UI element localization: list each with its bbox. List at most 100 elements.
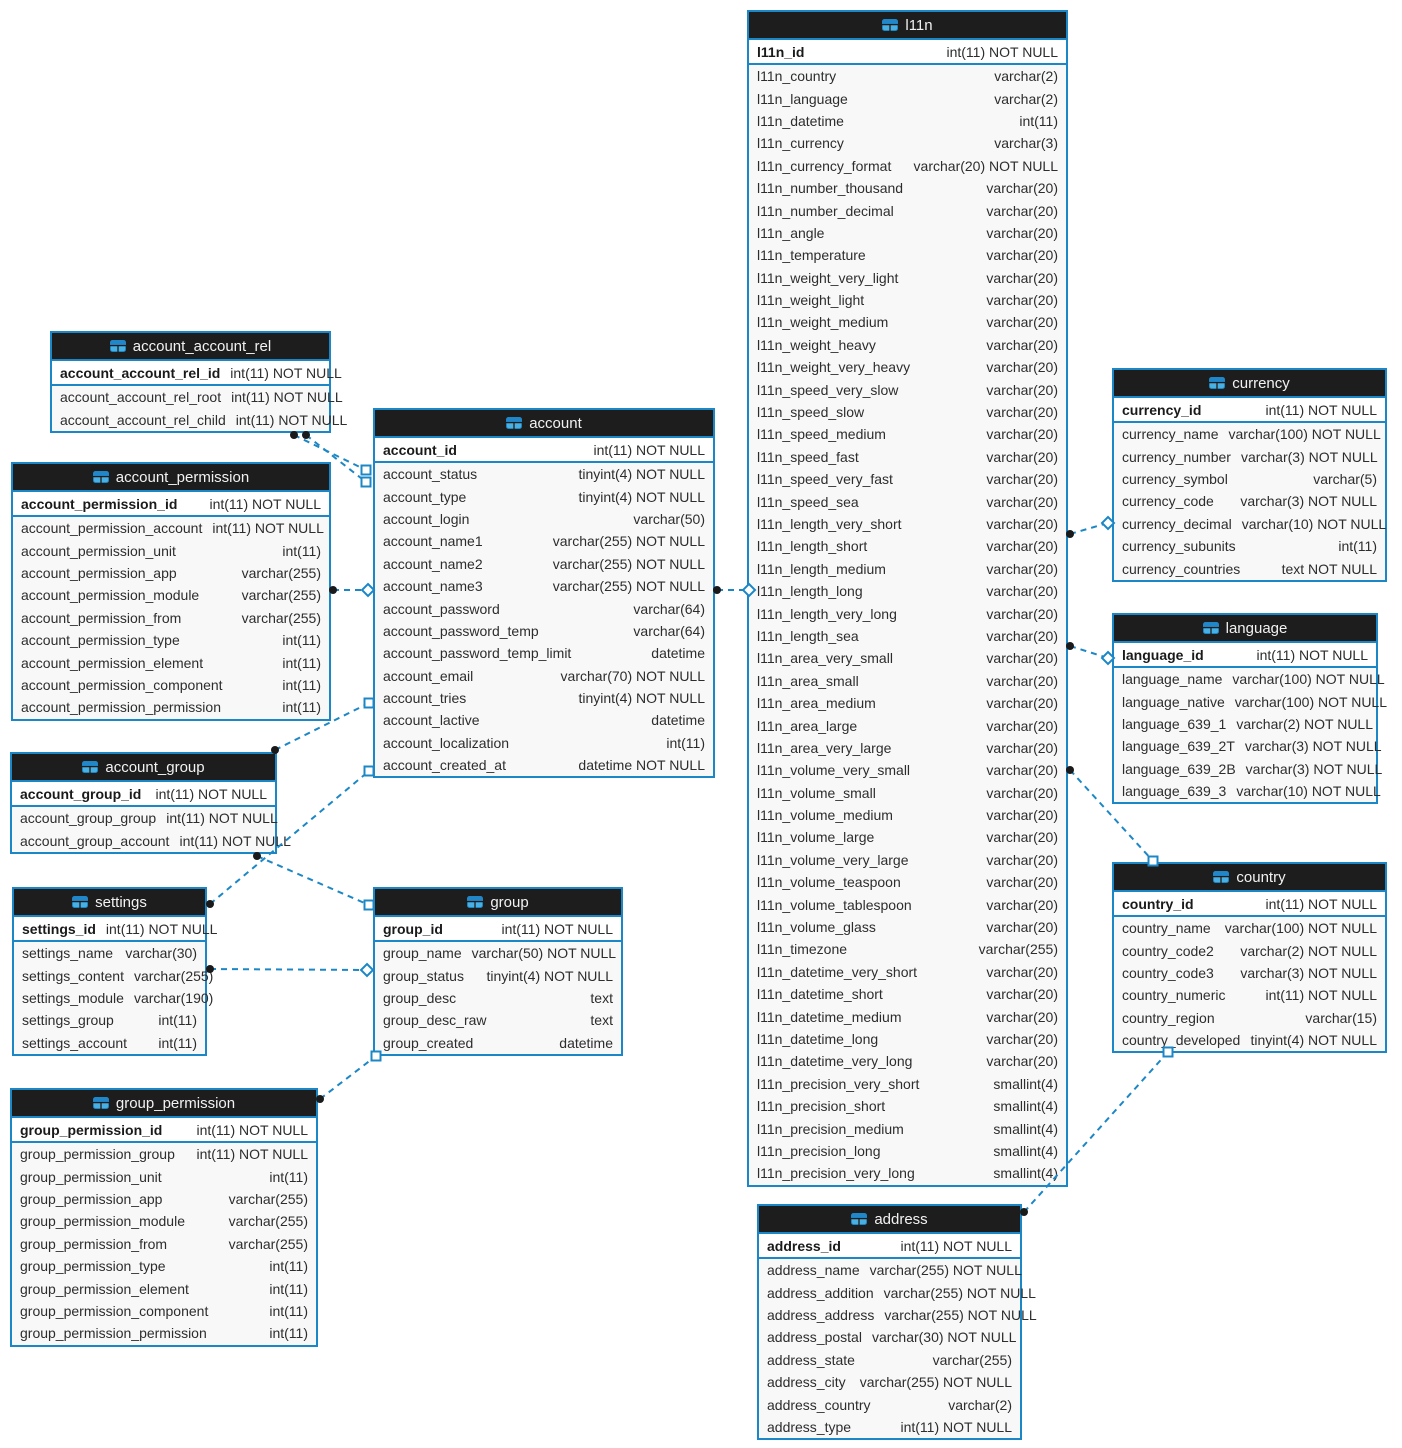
table-address[interactable]: address address_id int(11) NOT NULL address… — [757, 1204, 1037, 1441]
field-row: country_region varchar(15) — [1114, 1007, 1385, 1029]
table-header[interactable]: settings — [14, 889, 205, 917]
table-header[interactable]: language — [1114, 615, 1376, 643]
field-name: account_status — [383, 466, 478, 483]
field-row: settings_group int(11) — [14, 1009, 205, 1031]
field-type: varchar(255) — [241, 564, 321, 581]
field-name: address_postal — [767, 1329, 862, 1346]
table-header[interactable]: account — [375, 410, 713, 438]
field-row: l11n_datetime_medium varchar(20) — [749, 1005, 1066, 1027]
field-name: l11n_timezone — [757, 941, 848, 958]
table-header[interactable]: address — [759, 1206, 1020, 1234]
field-name: currency_id — [1122, 401, 1202, 418]
field-type: int(11) NOT NULL — [946, 43, 1058, 60]
field-name: group_permission_unit — [20, 1168, 162, 1185]
field-name: account_name1 — [383, 533, 483, 550]
table-header[interactable]: account_group — [12, 754, 275, 782]
field-type: varchar(64) — [633, 622, 705, 639]
relation-square-end — [360, 476, 372, 488]
field-type: varchar(255) — [241, 587, 321, 604]
field-name: currency_countries — [1122, 560, 1241, 577]
field-name: l11n_currency_format — [757, 157, 892, 174]
field-name: language_639_3 — [1122, 783, 1227, 800]
field-name: l11n_id — [757, 43, 805, 60]
table-group[interactable]: group group_id int(11) NOT NULL group_name v… — [373, 887, 623, 1056]
field-name: account_localization — [383, 734, 510, 751]
field-type: varchar(2) NOT NULL — [1240, 942, 1377, 959]
table-account_account_rel[interactable]: account_account_rel account_account_rel_i… — [50, 331, 347, 433]
table-header[interactable]: country — [1114, 864, 1385, 892]
field-name: l11n_weight_heavy — [757, 336, 876, 353]
field-name: language_id — [1122, 646, 1204, 663]
field-row: account_permission_app varchar(255) — [13, 562, 329, 584]
field-name: l11n_area_very_large — [757, 739, 892, 756]
field-type: varchar(20) — [986, 851, 1058, 868]
field-type: int(11) NOT NULL — [593, 441, 705, 458]
field-name: account_password — [383, 600, 500, 617]
field-type: datetime — [651, 712, 705, 729]
field-type: varchar(2) — [994, 90, 1058, 107]
table-title: account — [529, 414, 582, 432]
table-group_permission[interactable]: group_permission group_permission_id int(1… — [10, 1088, 318, 1347]
table-settings[interactable]: settings settings_id int(11) NOT NULL setti… — [12, 887, 217, 1056]
table-header[interactable]: account_account_rel — [52, 333, 329, 361]
field-name: settings_group — [22, 1012, 114, 1029]
field-row: l11n_area_large varchar(20) — [749, 714, 1066, 736]
field-type: varchar(255) — [133, 967, 214, 984]
field-name: l11n_speed_very_fast — [757, 471, 893, 488]
field-type: smallint(4) — [993, 1075, 1058, 1092]
relation-group_permission-to-group — [316, 1050, 382, 1103]
table-header[interactable]: group — [375, 889, 621, 917]
field-type: tinyint(4) NOT NULL — [578, 488, 705, 505]
field-type: varchar(30) NOT NULL — [871, 1329, 1017, 1346]
pk-row: group_id int(11) NOT NULL — [375, 917, 621, 942]
field-name: country_id — [1122, 895, 1194, 912]
pk-row: account_permission_id int(11) NOT NULL — [13, 492, 329, 517]
field-type: int(11) — [282, 699, 321, 716]
table-header[interactable]: currency — [1114, 370, 1385, 398]
field-type: varchar(20) — [986, 493, 1058, 510]
relation-dot-end — [206, 900, 214, 908]
field-row: l11n_length_sea varchar(20) — [749, 625, 1066, 647]
field-type: varchar(20) — [986, 471, 1058, 488]
field-row: l11n_country varchar(2) — [749, 65, 1066, 87]
field-row: group_permission_type int(11) — [12, 1255, 316, 1277]
field-type: varchar(255) — [241, 609, 321, 626]
field-row: l11n_volume_glass varchar(20) — [749, 916, 1066, 938]
field-name: country_region — [1122, 1009, 1215, 1026]
table-currency[interactable]: currency currency_id int(11) NOT NULL curre… — [1112, 368, 1387, 582]
field-type: varchar(255) NOT NULL — [552, 555, 705, 572]
table-account_permission[interactable]: account_permission account_permission_id i… — [11, 462, 331, 721]
field-row: group_desc text — [375, 987, 621, 1009]
table-header[interactable]: account_permission — [13, 464, 329, 492]
field-type: varchar(20) — [986, 202, 1058, 219]
field-type: varchar(255) — [932, 1351, 1012, 1368]
field-type: int(11) NOT NULL — [235, 411, 348, 428]
table-account_group[interactable]: account_group account_group_id int(11) NOT… — [10, 752, 291, 854]
table-title: currency — [1232, 374, 1290, 392]
field-name: currency_subunits — [1122, 538, 1236, 555]
field-row: l11n_area_small varchar(20) — [749, 670, 1066, 692]
field-row: account_localization int(11) — [375, 732, 713, 754]
field-type: varchar(50) — [633, 510, 705, 527]
field-name: l11n_speed_very_slow — [757, 381, 899, 398]
field-name: l11n_volume_medium — [757, 807, 893, 824]
table-header[interactable]: l11n — [749, 12, 1066, 40]
table-account[interactable]: account account_id int(11) NOT NULL account… — [373, 408, 715, 779]
field-row: l11n_temperature varchar(20) — [749, 244, 1066, 266]
field-name: l11n_number_thousand — [757, 180, 904, 197]
field-type: varchar(3) NOT NULL — [1240, 964, 1377, 981]
table-header[interactable]: group_permission — [12, 1090, 316, 1118]
field-type: varchar(10) NOT NULL — [1236, 783, 1381, 800]
table-l11n[interactable]: l11n l11n_id int(11) NOT NULL l11n_country v… — [747, 10, 1068, 1187]
field-name: l11n_length_medium — [757, 560, 886, 577]
field-name: l11n_precision_medium — [757, 1120, 904, 1137]
field-type: int(11) — [282, 676, 321, 693]
field-type: varchar(20) — [986, 314, 1058, 331]
table-country[interactable]: country country_id int(11) NOT NULL country… — [1112, 862, 1387, 1054]
field-row: l11n_weight_very_light varchar(20) — [749, 267, 1066, 289]
table-language[interactable]: language language_id int(11) NOT NULL langu… — [1112, 613, 1387, 805]
field-name: group_desc — [383, 989, 457, 1006]
field-name: group_permission_id — [20, 1121, 163, 1138]
field-type: varchar(20) — [986, 1008, 1058, 1025]
field-name: currency_code — [1122, 493, 1214, 510]
